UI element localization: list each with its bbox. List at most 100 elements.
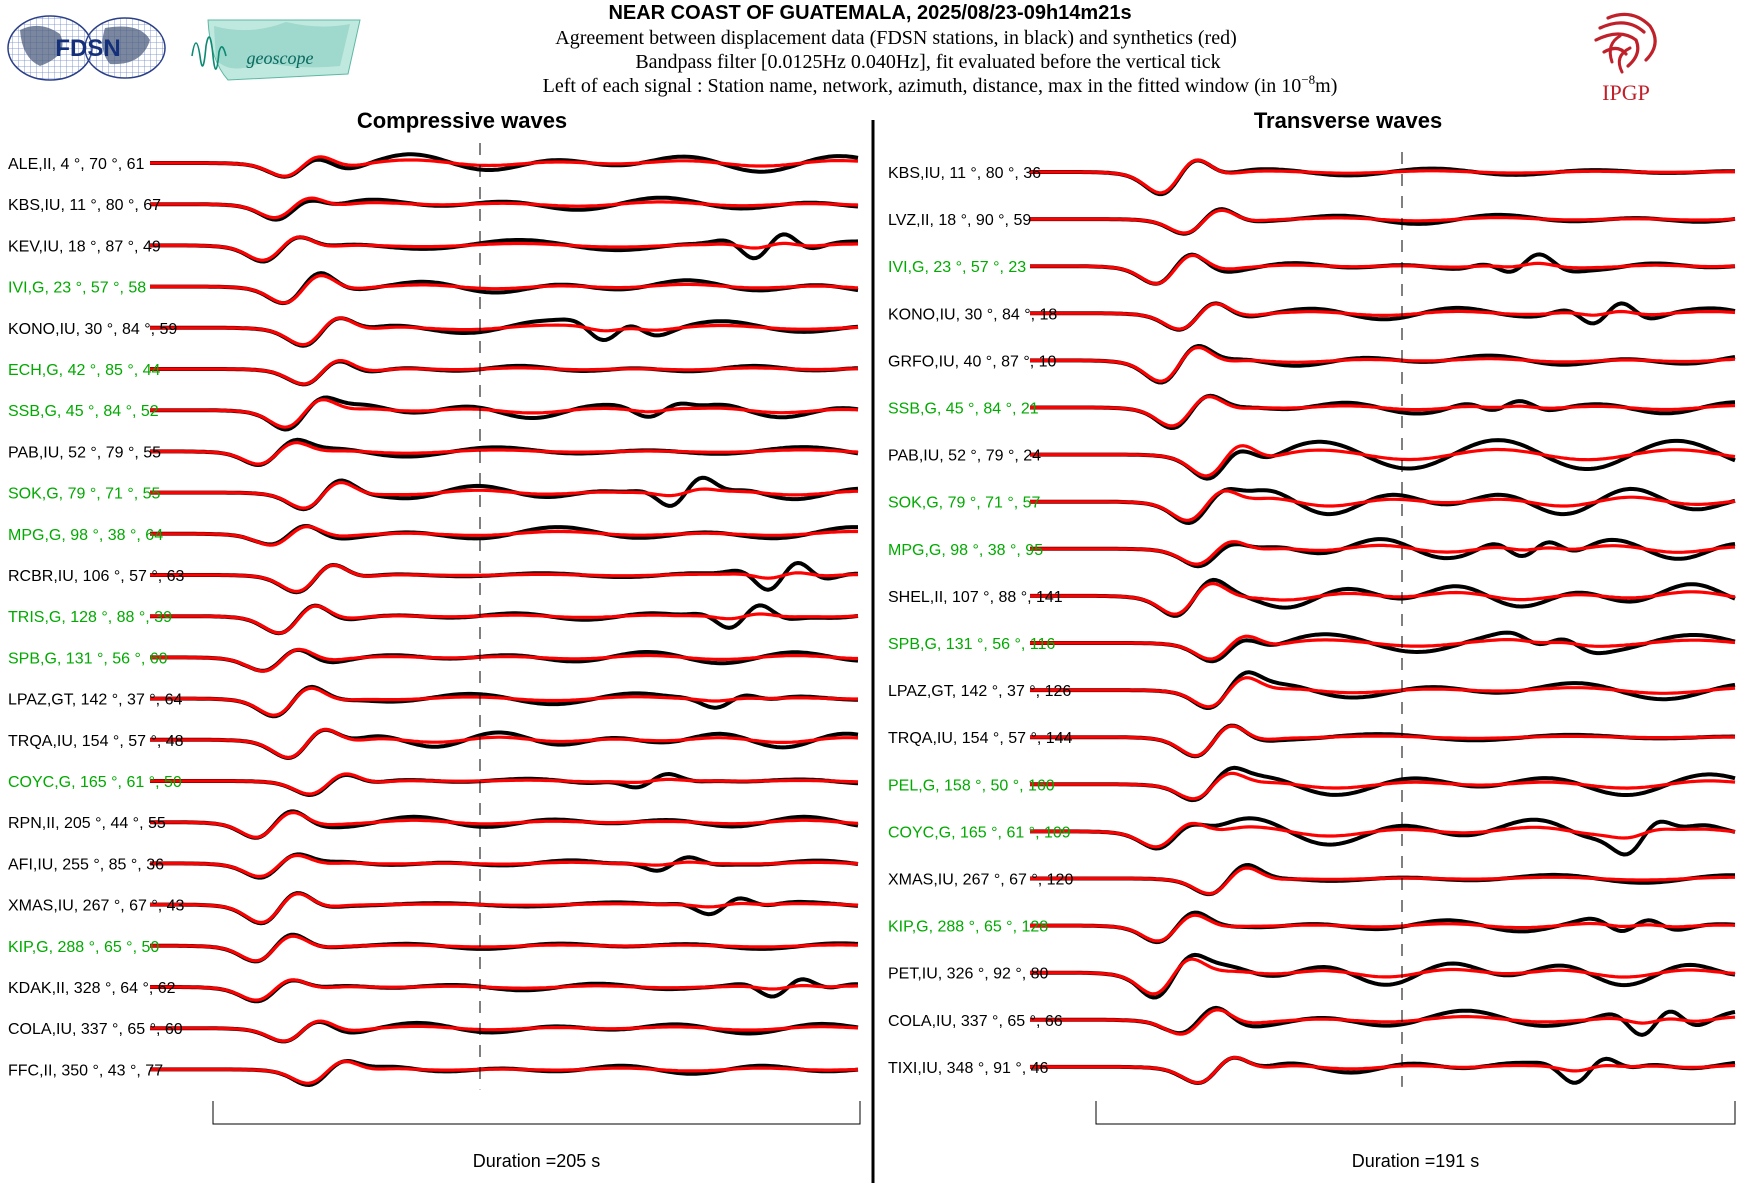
station-row: KIP,G, 288 °, 65 °, 128 xyxy=(888,910,1736,945)
duration-bracket xyxy=(1095,1101,1736,1125)
station-row: SSB,G, 45 °, 84 °, 21 xyxy=(888,393,1736,430)
data-trace xyxy=(150,1059,859,1087)
station-row: COYC,G, 165 °, 61 °, 109 xyxy=(888,816,1736,857)
station-label: KEV,IU, 18 °, 87 °, 49 xyxy=(8,238,161,255)
station-row: MPG,G, 98 °, 38 °, 95 xyxy=(888,537,1736,569)
station-row: LVZ,II, 18 °, 90 °, 59 xyxy=(888,207,1736,236)
station-row: KBS,IU, 11 °, 80 °, 67 xyxy=(8,195,859,222)
synthetic-trace xyxy=(150,274,859,305)
data-trace xyxy=(150,647,859,673)
station-row: SOK,G, 79 °, 71 °, 55 xyxy=(8,475,859,512)
station-row: TRIS,G, 128 °, 88 °, 39 xyxy=(8,603,859,636)
station-row: KONO,IU, 30 °, 84 °, 59 xyxy=(8,316,859,348)
synthetic-trace xyxy=(1030,540,1736,566)
station-label: XMAS,IU, 267 °, 67 °, 43 xyxy=(8,898,185,915)
station-label: KBS,IU, 11 °, 80 °, 36 xyxy=(888,165,1041,182)
station-row: RPN,II, 205 °, 44 °, 55 xyxy=(8,809,859,840)
station-row: PET,IU, 326 °, 92 °, 80 xyxy=(888,952,1736,1000)
synthetic-trace xyxy=(1030,634,1736,661)
station-row: TRQA,IU, 154 °, 57 °, 144 xyxy=(888,723,1736,759)
synthetic-trace xyxy=(1030,158,1735,195)
data-trace xyxy=(150,684,858,719)
station-row: XMAS,IU, 267 °, 67 °, 43 xyxy=(8,891,859,926)
station-row: AFI,IU, 255 °, 85 °, 36 xyxy=(8,852,859,880)
header-line-1: Agreement between displacement data (FDS… xyxy=(555,27,1236,49)
synthetic-trace xyxy=(150,686,858,717)
station-label: LPAZ,GT, 142 °, 37 °, 64 xyxy=(8,692,182,709)
data-trace xyxy=(1030,486,1736,525)
station-label: PET,IU, 326 °, 92 °, 80 xyxy=(888,966,1049,983)
data-trace xyxy=(150,891,859,926)
station-row: SPB,G, 131 °, 56 °, 60 xyxy=(8,647,859,673)
station-row: ALE,II, 4 °, 70 °, 61 xyxy=(8,152,859,179)
synthetic-trace xyxy=(150,155,859,178)
geoscope-logo: geoscope xyxy=(191,19,361,81)
station-row: TIXI,IU, 348 °, 91 °, 46 xyxy=(888,1055,1736,1085)
station-label: SPB,G, 131 °, 56 °, 116 xyxy=(888,636,1055,653)
station-label: MPG,G, 98 °, 38 °, 64 xyxy=(8,527,163,544)
synthetic-trace xyxy=(1030,302,1736,331)
station-label: PAB,IU, 52 °, 79 °, 24 xyxy=(888,448,1041,465)
synthetic-trace xyxy=(150,978,858,1002)
station-row: LPAZ,GT, 142 °, 37 °, 126 xyxy=(888,670,1736,710)
station-row: ECH,G, 42 °, 85 °, 44 xyxy=(8,359,859,387)
station-label: TRQA,IU, 154 °, 57 °, 48 xyxy=(8,733,184,750)
station-row: KIP,G, 288 °, 65 °, 50 xyxy=(8,932,859,964)
synthetic-trace xyxy=(150,359,859,386)
station-label: KONO,IU, 30 °, 84 °, 59 xyxy=(8,321,177,338)
duration-label: Duration =191 s xyxy=(1352,1151,1480,1171)
synthetic-trace xyxy=(150,647,858,673)
station-label: SOK,G, 79 °, 71 °, 55 xyxy=(8,486,161,503)
synthetic-trace xyxy=(1030,345,1736,383)
synthetic-trace xyxy=(150,441,859,466)
panel-title: Compressive waves xyxy=(357,108,567,133)
station-label: COLA,IU, 337 °, 65 °, 60 xyxy=(8,1021,183,1038)
station-label: XMAS,IU, 267 °, 67 °, 120 xyxy=(888,872,1073,889)
station-row: KBS,IU, 11 °, 80 °, 36 xyxy=(888,158,1735,197)
station-label: SPB,G, 131 °, 56 °, 60 xyxy=(8,650,168,667)
station-label: FFC,II, 350 °, 43 °, 77 xyxy=(8,1062,163,1079)
synthetic-trace xyxy=(150,772,859,796)
station-label: KIP,G, 288 °, 65 °, 128 xyxy=(888,919,1048,936)
panel-transverse: Transverse waves KBS,IU, 11 °, 80 °, 36 LV… xyxy=(888,108,1736,1171)
station-label: ALE,II, 4 °, 70 °, 61 xyxy=(8,156,145,173)
station-label: COYC,G, 165 °, 61 °, 109 xyxy=(888,824,1071,841)
duration-bracket xyxy=(212,1101,861,1125)
ipgp-logo: IPGP xyxy=(1594,12,1657,105)
station-row: GRFO,IU, 40 °, 87 °, 10 xyxy=(888,344,1736,385)
synthetic-trace xyxy=(1030,676,1736,709)
synthetic-trace xyxy=(1030,1056,1736,1085)
station-label: LPAZ,GT, 142 °, 37 °, 126 xyxy=(888,683,1071,700)
station-label: IVI,G, 23 °, 57 °, 23 xyxy=(888,259,1026,276)
panel-title: Transverse waves xyxy=(1254,108,1442,133)
synthetic-trace xyxy=(150,398,859,429)
station-row: PEL,G, 158 °, 50 °, 160 xyxy=(888,765,1736,803)
synthetic-trace xyxy=(1030,1008,1736,1036)
data-trace xyxy=(150,359,859,387)
data-trace xyxy=(150,977,858,1004)
station-label: RPN,II, 205 °, 44 °, 55 xyxy=(8,815,166,832)
station-label: SOK,G, 79 °, 71 °, 57 xyxy=(888,495,1041,512)
station-label: SSB,G, 45 °, 84 °, 52 xyxy=(8,403,159,420)
data-trace xyxy=(1030,393,1736,430)
station-label: KBS,IU, 11 °, 80 °, 67 xyxy=(8,197,161,214)
synthetic-trace xyxy=(150,481,858,510)
synthetic-trace xyxy=(150,1059,859,1085)
station-row: IVI,G, 23 °, 57 °, 23 xyxy=(888,252,1736,286)
synthetic-trace xyxy=(1030,724,1735,758)
station-label: PEL,G, 158 °, 50 °, 160 xyxy=(888,777,1055,794)
synthetic-trace xyxy=(1030,395,1735,428)
station-row: KDAK,II, 328 °, 64 °, 62 xyxy=(8,977,858,1004)
figure-title: NEAR COAST OF GUATEMALA, 2025/08/23-09h1… xyxy=(608,2,1131,24)
synthetic-trace xyxy=(150,853,859,878)
station-label: COYC,G, 165 °, 61 °, 50 xyxy=(8,774,182,791)
data-trace xyxy=(1030,537,1736,569)
synthetic-trace xyxy=(150,235,858,262)
data-trace xyxy=(1030,252,1736,286)
header-line-2: Bandpass filter [0.0125Hz 0.040Hz], fit … xyxy=(635,51,1220,73)
station-label: TRQA,IU, 154 °, 57 °, 144 xyxy=(888,730,1073,747)
duration-label: Duration =205 s xyxy=(473,1151,601,1171)
synthetic-trace xyxy=(1030,253,1736,286)
synthetic-trace xyxy=(150,727,859,760)
